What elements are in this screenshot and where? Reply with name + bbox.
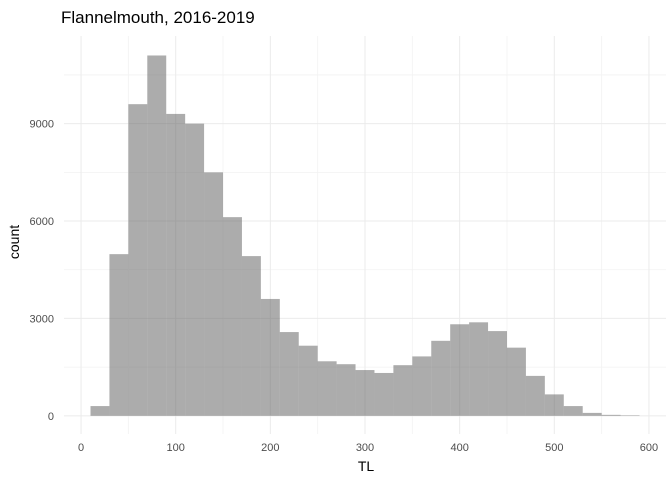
histogram-bar (336, 364, 356, 416)
histogram-bar (601, 414, 621, 416)
histogram-bar (412, 356, 432, 416)
histogram-bar (563, 406, 583, 416)
histogram-bar (355, 370, 375, 416)
x-tick-label: 0 (78, 442, 84, 454)
histogram-bar (506, 347, 526, 416)
histogram-bar (544, 394, 564, 416)
histogram-bar (109, 254, 129, 416)
y-tick-label: 3000 (30, 313, 54, 325)
y-tick-label: 6000 (30, 216, 54, 228)
histogram-bar (279, 332, 299, 416)
x-tick-label: 500 (545, 442, 563, 454)
y-tick-label: 9000 (30, 119, 54, 131)
x-tick-label: 400 (450, 442, 468, 454)
bars-layer (90, 55, 640, 416)
x-tick-label: 300 (356, 442, 374, 454)
histogram-bar (525, 375, 545, 416)
histogram-bar (450, 324, 470, 416)
histogram-bar (241, 256, 261, 416)
histogram-bar (166, 113, 186, 416)
histogram-bar (260, 298, 280, 416)
x-tick-label: 100 (167, 442, 185, 454)
y-tick-label: 0 (48, 411, 54, 423)
histogram-bar (317, 361, 337, 416)
histogram-bar (185, 123, 205, 416)
histogram-bar (431, 340, 451, 416)
histogram-bar (128, 104, 148, 416)
histogram-bar (90, 406, 110, 416)
x-tick-label: 600 (640, 442, 658, 454)
chart-title: Flannelmouth, 2016-2019 (61, 8, 255, 27)
histogram-bar (582, 412, 602, 416)
histogram-bar (393, 365, 413, 416)
histogram-bar (223, 217, 242, 416)
x-tick-label: 200 (261, 442, 279, 454)
histogram-bar (298, 345, 318, 416)
histogram-bar (374, 372, 394, 416)
histogram-bar (204, 172, 224, 416)
histogram-bar (147, 55, 167, 416)
histogram-bar (488, 331, 507, 416)
histogram-bar (469, 322, 489, 416)
y-axis-title: count (6, 225, 22, 259)
x-axis-title: TL (358, 458, 375, 474)
